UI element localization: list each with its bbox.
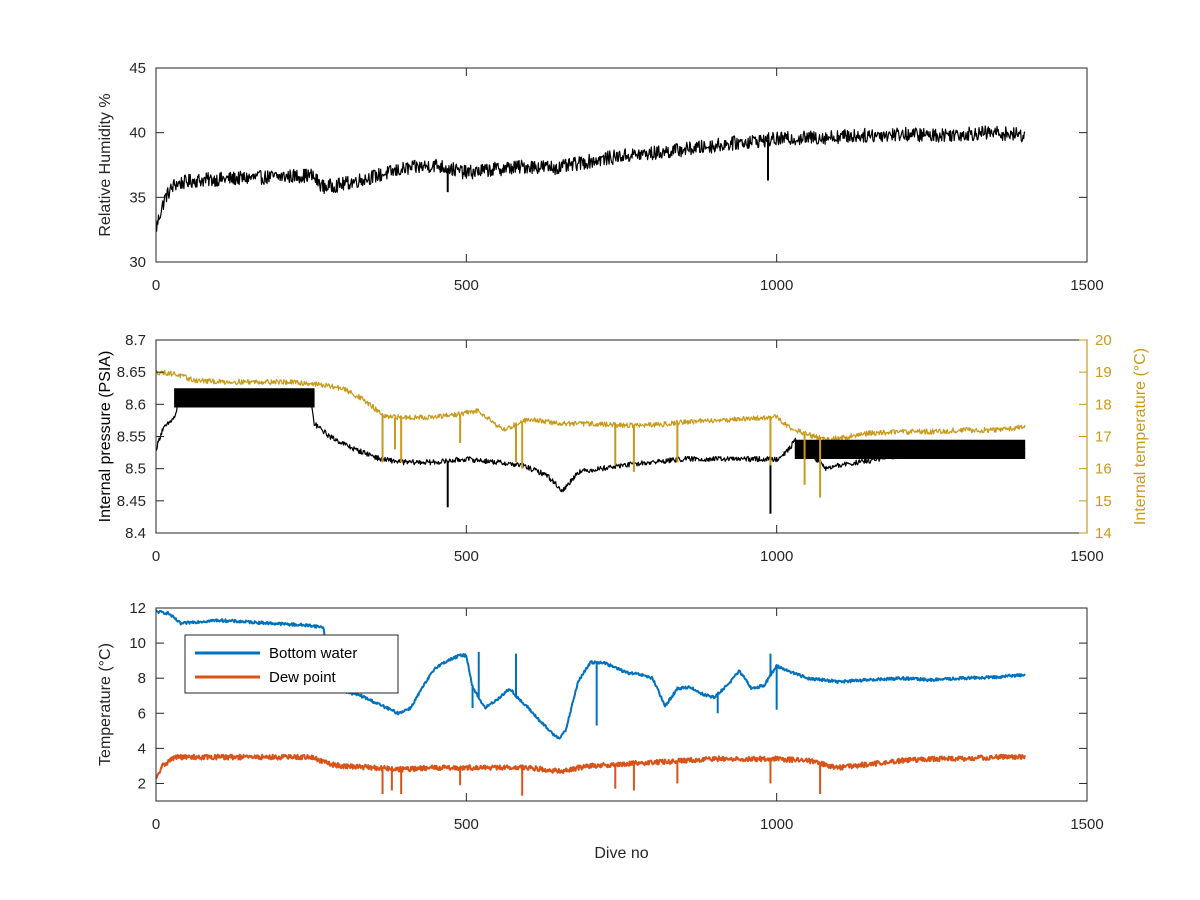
series-line-1 bbox=[156, 125, 1026, 232]
x-tick-label: 1000 bbox=[760, 277, 793, 294]
plot-area bbox=[156, 369, 1026, 514]
x-tick-label: 1000 bbox=[760, 548, 793, 565]
oscillation-band-2 bbox=[794, 439, 1026, 460]
legend-label-2: Dew point bbox=[269, 669, 337, 686]
y2-tick-label: 20 bbox=[1095, 332, 1112, 349]
legend-box bbox=[184, 634, 399, 694]
subplot-3: 0 500 1000 1500 2 4 6 8 10 12 Temperature (°C) Dive… bbox=[97, 600, 1104, 862]
plot-area bbox=[156, 609, 1026, 796]
oscillation-band-1 bbox=[174, 388, 315, 408]
x-tick-label: 1500 bbox=[1070, 277, 1103, 294]
y-tick-label: 10 bbox=[129, 635, 146, 652]
y-tick-label: 12 bbox=[129, 600, 146, 617]
series-line-2 bbox=[156, 753, 1026, 780]
plot-area bbox=[156, 125, 1026, 232]
y2-tick-label: 15 bbox=[1095, 493, 1112, 510]
y2-tick-label: 17 bbox=[1095, 429, 1112, 446]
x-tick-label: 500 bbox=[454, 816, 479, 833]
y2-tick-label: 14 bbox=[1095, 525, 1112, 542]
y-tick-label: 2 bbox=[138, 775, 146, 792]
x-tick-label: 500 bbox=[454, 548, 479, 565]
y-tick-label: 45 bbox=[129, 60, 146, 77]
y-tick-label: 8.65 bbox=[117, 364, 146, 381]
y-tick-label: 4 bbox=[138, 740, 146, 757]
legend: Bottom water Dew point bbox=[184, 634, 399, 694]
x-tick-label: 0 bbox=[152, 816, 160, 833]
y2-tick-label: 16 bbox=[1095, 461, 1112, 478]
x-tick-label: 1500 bbox=[1070, 816, 1103, 833]
y2-tick-label: 19 bbox=[1095, 364, 1112, 381]
x-tick-label: 0 bbox=[152, 548, 160, 565]
y2-tick-label: 18 bbox=[1095, 396, 1112, 413]
y-tick-label: 8.4 bbox=[125, 525, 146, 542]
y-tick-label: 35 bbox=[129, 189, 146, 206]
x-tick-label: 0 bbox=[152, 277, 160, 294]
y-axis-label: Internal pressure (PSIA) bbox=[97, 351, 114, 523]
y-tick-label: 8.7 bbox=[125, 332, 146, 349]
y2-axis-label: Internal temperature (°C) bbox=[1132, 348, 1149, 525]
y-tick-label: 8.6 bbox=[125, 396, 146, 413]
axes-box bbox=[155, 67, 1088, 263]
x-tick-label: 500 bbox=[454, 277, 479, 294]
axes-box bbox=[155, 607, 1088, 802]
y-axis-label: Relative Humidity % bbox=[97, 93, 114, 236]
y-tick-label: 6 bbox=[138, 705, 146, 722]
y-tick-label: 8.55 bbox=[117, 429, 146, 446]
y-tick-label: 30 bbox=[129, 254, 146, 271]
axes-box bbox=[155, 339, 1088, 534]
subplot-1: 0 500 1000 1500 30 35 40 45 Relative Humidity % bbox=[97, 60, 1104, 294]
y-tick-label: 8.5 bbox=[125, 461, 146, 478]
y-tick-label: 8 bbox=[138, 670, 146, 687]
x-tick-label: 1000 bbox=[760, 816, 793, 833]
y-axis-label: Temperature (°C) bbox=[97, 643, 114, 766]
subplot-2: 0 500 1000 1500 8.4 8.45 8.5 8.55 8.6 8.65 8.7 14 15… bbox=[97, 332, 1149, 565]
x-tick-label: 1500 bbox=[1070, 548, 1103, 565]
y-tick-label: 8.45 bbox=[117, 493, 146, 510]
y-tick-label: 40 bbox=[129, 125, 146, 142]
legend-label-1: Bottom water bbox=[269, 645, 357, 662]
series-line-1 bbox=[156, 609, 1026, 740]
x-axis-label: Dive no bbox=[594, 845, 648, 862]
series-line-2 bbox=[156, 369, 1026, 443]
